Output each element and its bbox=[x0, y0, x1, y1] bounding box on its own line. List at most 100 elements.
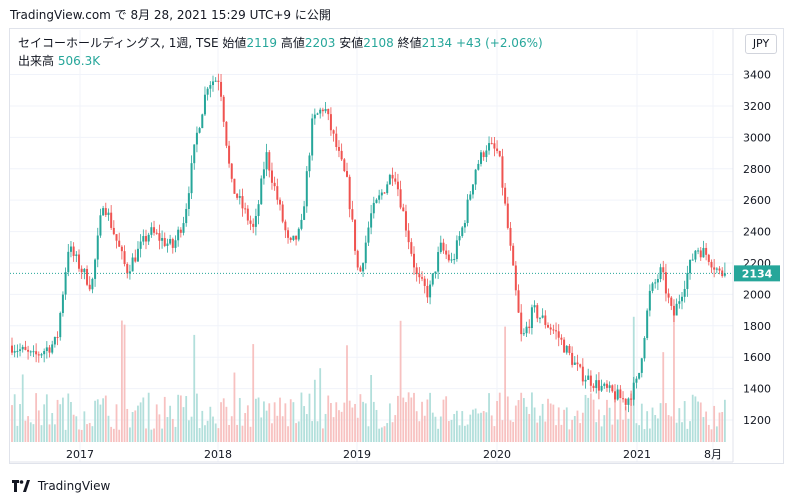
candle-body bbox=[19, 349, 22, 351]
candle-body bbox=[402, 207, 405, 212]
volume-bar bbox=[560, 424, 563, 442]
candle-body bbox=[24, 346, 27, 350]
y-tick-label: 1200 bbox=[743, 414, 771, 427]
candle-body bbox=[297, 228, 300, 240]
candle-body bbox=[705, 247, 708, 255]
candle-body bbox=[643, 337, 646, 359]
candle-body bbox=[134, 257, 137, 262]
volume-bar bbox=[565, 407, 568, 442]
volume-bar bbox=[544, 421, 547, 442]
volume-bar bbox=[254, 398, 257, 442]
volume-bar bbox=[225, 406, 228, 442]
last-price-label: 2134 bbox=[742, 267, 773, 280]
currency-button[interactable]: JPY bbox=[745, 34, 777, 54]
candle-body bbox=[123, 251, 126, 265]
volume-bar bbox=[354, 403, 356, 442]
volume-bar bbox=[204, 425, 206, 442]
volume-bar bbox=[59, 404, 62, 442]
candle-body bbox=[383, 192, 386, 194]
volume-bar bbox=[131, 412, 134, 442]
candle-body bbox=[710, 261, 713, 268]
volume-bar bbox=[29, 422, 32, 442]
volume-bar bbox=[158, 414, 161, 442]
candle-body bbox=[367, 227, 370, 243]
tradingview-logo-icon bbox=[12, 479, 30, 492]
volume-bar bbox=[472, 409, 474, 442]
volume-bar bbox=[123, 324, 126, 442]
candle-body bbox=[571, 352, 574, 365]
volume-bar bbox=[547, 398, 549, 442]
volume-bar bbox=[531, 392, 533, 442]
x-tick-label: 2021 bbox=[623, 448, 651, 461]
volume-bar bbox=[321, 428, 324, 442]
candle-body bbox=[174, 240, 177, 248]
candle-body bbox=[53, 336, 56, 345]
candle-body bbox=[683, 288, 686, 297]
volume-bar bbox=[715, 426, 718, 442]
candle-body bbox=[461, 227, 464, 237]
y-tick-label: 2000 bbox=[743, 288, 771, 301]
candle-body bbox=[158, 233, 161, 241]
candle-body bbox=[560, 337, 563, 340]
volume-bar bbox=[198, 428, 201, 442]
volume-bar bbox=[683, 401, 686, 442]
volume-bar bbox=[324, 413, 327, 442]
volume-bar bbox=[303, 406, 306, 442]
volume-bar bbox=[606, 399, 608, 442]
candle-body bbox=[624, 398, 627, 405]
volume-bar bbox=[367, 426, 370, 442]
candle-body bbox=[557, 331, 560, 338]
candle-body bbox=[238, 196, 241, 198]
volume-bar bbox=[104, 395, 107, 442]
volume-bar bbox=[179, 395, 182, 442]
volume-bar bbox=[300, 392, 303, 442]
candle-body bbox=[91, 278, 94, 290]
candle-body bbox=[622, 398, 625, 400]
candle-body bbox=[517, 290, 520, 313]
volume-bar bbox=[236, 424, 239, 442]
volume-bar bbox=[284, 403, 287, 442]
candle-body bbox=[581, 366, 584, 382]
volume-bar bbox=[504, 326, 507, 442]
x-tick-label: 2018 bbox=[204, 448, 232, 461]
volume-bar bbox=[563, 409, 565, 442]
volume-bar bbox=[338, 410, 340, 442]
candle-body bbox=[257, 204, 260, 216]
volume-bar bbox=[552, 404, 555, 442]
volume-bar bbox=[265, 410, 268, 442]
volume-bar bbox=[228, 424, 230, 442]
candle-body bbox=[445, 250, 448, 255]
volume-bar bbox=[273, 402, 276, 442]
volume-bar bbox=[78, 429, 80, 442]
volume-bar bbox=[638, 425, 641, 442]
candle-body bbox=[182, 223, 185, 233]
volume-bar bbox=[332, 417, 335, 442]
candle-body bbox=[632, 382, 635, 400]
candle-body bbox=[230, 163, 233, 179]
volume-bar bbox=[316, 421, 319, 442]
candle-body bbox=[29, 351, 32, 353]
candle-body bbox=[351, 209, 354, 220]
volume-bar bbox=[370, 375, 373, 442]
candle-body bbox=[142, 236, 145, 242]
volume-bar bbox=[75, 416, 78, 442]
volume-bar bbox=[458, 425, 461, 442]
volume-bar bbox=[506, 396, 509, 442]
volume-bar bbox=[541, 403, 544, 442]
volume-bar bbox=[150, 429, 153, 442]
candle-body bbox=[589, 375, 592, 386]
candle-body bbox=[638, 372, 641, 379]
volume-bar bbox=[614, 397, 616, 442]
candle-body bbox=[501, 156, 504, 188]
candle-body bbox=[332, 130, 335, 134]
candle-body bbox=[667, 293, 670, 298]
chart-frame[interactable] bbox=[9, 28, 784, 464]
volume-bar bbox=[137, 405, 139, 442]
candle-body bbox=[552, 329, 555, 331]
candle-body bbox=[335, 133, 338, 148]
volume-bar bbox=[249, 426, 252, 442]
volume-bar bbox=[313, 379, 316, 442]
candle-body bbox=[536, 305, 539, 319]
candle-body bbox=[498, 150, 501, 157]
